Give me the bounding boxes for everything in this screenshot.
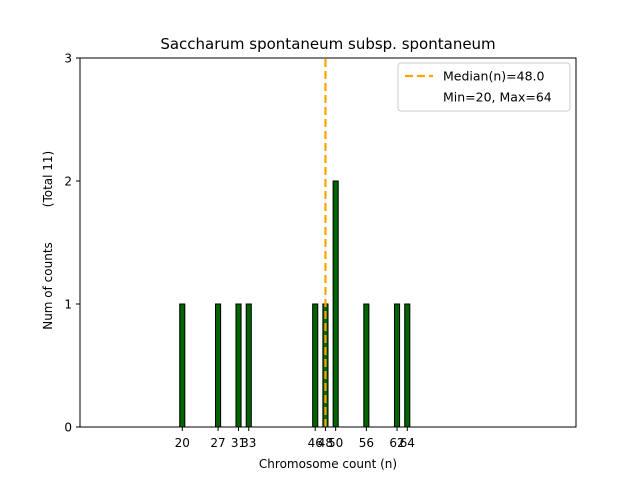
x-tick-label: 31: [231, 436, 246, 450]
x-tick-label: 46: [308, 436, 323, 450]
x-tick-label: 62: [389, 436, 404, 450]
y-tick-label: 1: [64, 298, 72, 312]
bar: [235, 303, 242, 428]
x-tick-label: 48: [318, 436, 333, 450]
x-tick-label: 64: [400, 436, 415, 450]
y-axis-total-label: (Total 11): [41, 151, 55, 207]
bar: [332, 180, 339, 428]
y-tick-label: 0: [64, 421, 72, 435]
bar: [245, 303, 252, 428]
bars: [179, 180, 423, 428]
y-axis-label: Num of counts: [41, 242, 55, 330]
legend: Median(n)=48.0 Min=20, Max=64: [397, 62, 571, 112]
x-tick-label: 50: [328, 436, 343, 450]
x-tick-label: 56: [359, 436, 374, 450]
bar: [312, 303, 319, 428]
bar: [393, 303, 401, 428]
y-axis-ticks: 0 1 2 3: [64, 52, 80, 435]
legend-range-label: Min=20, Max=64: [443, 90, 552, 105]
x-tick-label: 27: [210, 436, 225, 450]
legend-frame: [397, 62, 571, 112]
x-axis-label: Chromosome count (n): [259, 457, 397, 471]
x-tick-label: 20: [175, 436, 190, 450]
bar: [363, 303, 370, 428]
y-tick-label: 3: [64, 52, 72, 66]
x-tick-label: 33: [241, 436, 256, 450]
plot-frame: [79, 57, 577, 428]
chart-title: Saccharum spontaneum subsp. spontaneum: [160, 35, 495, 53]
bar: [404, 303, 411, 428]
y-tick-label: 2: [64, 175, 72, 189]
bar: [179, 303, 186, 428]
legend-median-label: Median(n)=48.0: [443, 69, 544, 84]
bar: [215, 303, 222, 428]
